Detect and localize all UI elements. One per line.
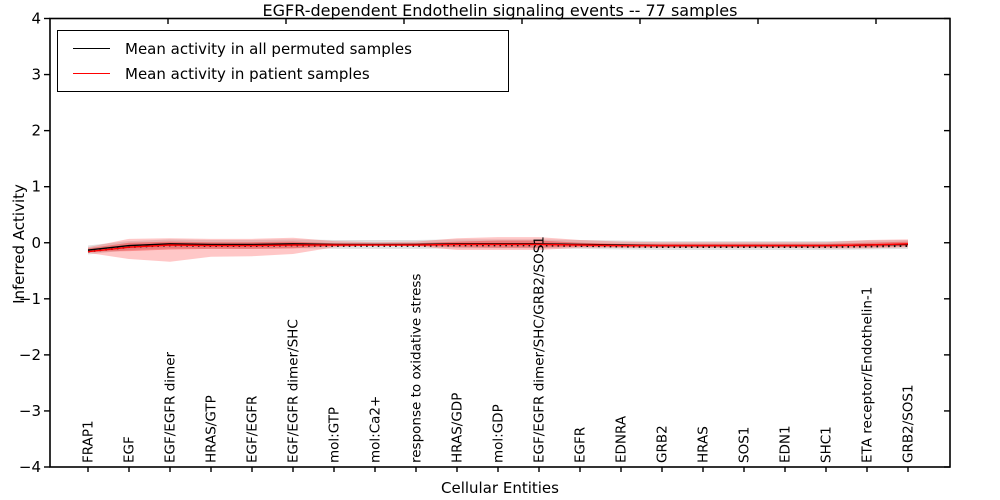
x-category-label: HRAS/GTP — [204, 395, 220, 463]
x-category-label: EGFR — [573, 427, 589, 463]
y-tick-label: 2 — [31, 122, 41, 140]
x-category-label: HRAS/GDP — [450, 393, 466, 463]
x-category-label: EGF/EGFR — [245, 396, 261, 463]
x-category-label: EDN1 — [778, 425, 794, 463]
x-category-label: EGF/EGFR dimer/SHC — [286, 319, 302, 463]
y-tick-label: 3 — [31, 66, 41, 84]
x-category-label: SOS1 — [737, 427, 753, 463]
band-permuted-samples-std — [88, 239, 908, 255]
x-category-label: GRB2/SOS1 — [901, 384, 917, 463]
legend-line-black-icon — [73, 48, 110, 49]
x-category-label: FRAP1 — [81, 420, 97, 463]
x-category-label: response to oxidative stress — [409, 274, 425, 463]
legend-label-permuted: Mean activity in all permuted samples — [125, 39, 412, 58]
legend-box: Mean activity in all permuted samples Me… — [57, 30, 509, 92]
y-tick-label: 1 — [31, 178, 41, 196]
x-category-label: mol:GDP — [491, 404, 507, 463]
x-category-label: EGF — [122, 436, 138, 463]
y-tick-label: −4 — [19, 458, 41, 476]
y-tick-label: −3 — [19, 402, 41, 420]
y-tick-label: −2 — [19, 346, 41, 364]
legend-label-patient: Mean activity in patient samples — [125, 64, 370, 83]
chart-title: EGFR-dependent Endothelin signaling even… — [262, 1, 738, 20]
x-axis-label: Cellular Entities — [441, 479, 559, 497]
x-category-label: EDNRA — [614, 415, 630, 463]
x-category-label: SHC1 — [819, 426, 835, 463]
y-tick-label: −1 — [19, 290, 41, 308]
x-category-label: GRB2 — [655, 425, 671, 463]
legend-entry-patient: Mean activity in patient samples — [73, 65, 508, 83]
y-axis-label: Inferred Activity — [10, 184, 28, 304]
x-category-label: EGF/EGFR dimer — [163, 351, 179, 463]
x-category-label: HRAS — [696, 426, 712, 463]
x-category-label: mol:Ca2+ — [368, 396, 384, 463]
y-tick-label: 0 — [31, 234, 41, 252]
series-line-patient — [87, 243, 909, 253]
x-category-label: EGF/EGFR dimer/SHC/GRB2/SOS1 — [532, 236, 548, 463]
y-tick-label: 4 — [31, 10, 41, 28]
x-category-label: mol:GTP — [327, 407, 343, 463]
legend-line-red-icon — [73, 73, 110, 74]
x-category-label: ETA receptor/Endothelin-1 — [860, 287, 876, 463]
legend-entry-permuted: Mean activity in all permuted samples — [73, 40, 508, 58]
